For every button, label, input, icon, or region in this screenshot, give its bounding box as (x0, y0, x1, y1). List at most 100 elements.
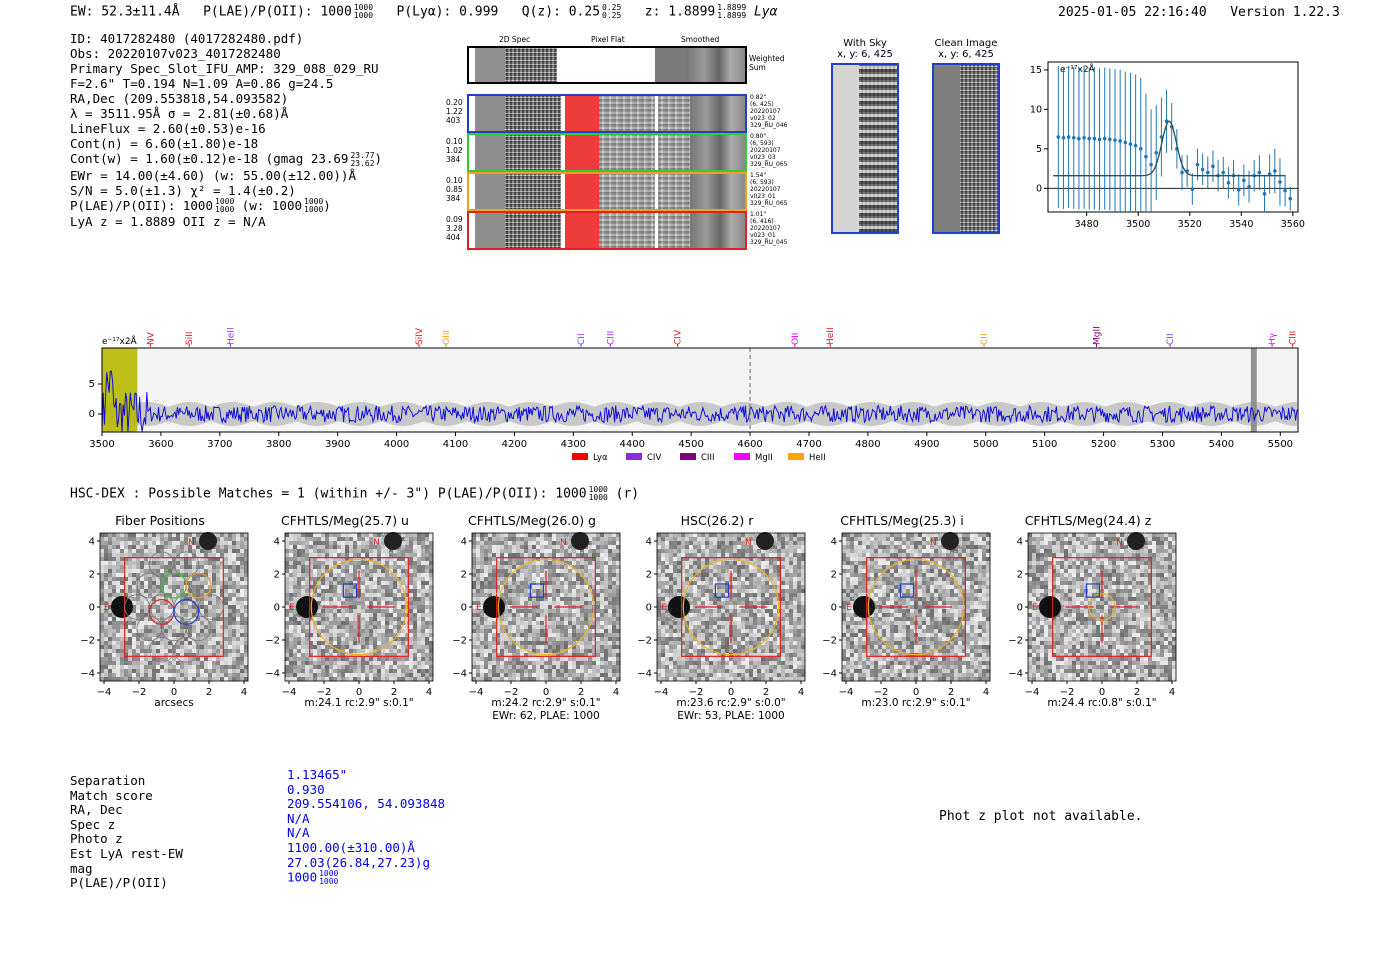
fiber-circle (173, 637, 200, 663)
cont-w: Cont(w) = 1.60(±0.12)e-18 (gmag 23.69 23.… (70, 150, 383, 168)
data-point (1195, 162, 1200, 167)
y-tick-label: 15 (1030, 65, 1042, 76)
data-point (1118, 139, 1122, 143)
match-box (1085, 583, 1101, 598)
legend-label: Lyα (593, 453, 608, 462)
x-tick-label: 4 (613, 687, 619, 698)
y-tick-label: −4 (822, 669, 837, 680)
weighted-sum-stamp (467, 46, 747, 84)
z-summary: z: 1.8899 (644, 4, 716, 20)
compass-north: N (1116, 538, 1123, 548)
match-label: P(LAE)/P(OII) (70, 875, 168, 891)
cutout-panel: HSC(26.2) r N E −4 −2 0 2 4 4 2 0 −2 −4 m:23.6 rc:2.9… (627, 508, 807, 728)
neighbor-source (941, 532, 959, 550)
match-box (899, 583, 915, 598)
x-tick-label: 4400 (620, 439, 645, 450)
plae-summary-frac: 1000 1000 (353, 3, 374, 20)
data-point (1077, 136, 1081, 141)
emission-line-label: CII (1166, 333, 1176, 345)
catalog-circle (1035, 592, 1065, 622)
data-point (1071, 135, 1076, 140)
gaussian-fit-line (1053, 120, 1286, 177)
data-point (1278, 180, 1282, 184)
cutout-title: CFHTLS/Meg(24.4) z (1024, 513, 1152, 528)
match-label: Match score (70, 787, 153, 803)
cutout-caption: arcsecs (154, 697, 194, 709)
y-tick-label: 2 (274, 570, 280, 581)
data-point (1257, 170, 1262, 175)
y-tick-label: 2 (461, 570, 467, 581)
cutout-image: N E −4 −2 0 2 4 4 2 0 −2 −4 (80, 532, 249, 698)
data-point (1108, 137, 1112, 142)
neighbor-source (571, 532, 589, 550)
y-tick-label: 0 (89, 409, 95, 420)
x-tick-label: 2 (578, 687, 584, 698)
compass-north: N (188, 538, 195, 548)
x-tick-label: −4 (1025, 687, 1040, 698)
match-value: 1100.00(±310.00)Å (287, 839, 415, 855)
cutout-caption: m:24.2 rc:2.9" s:0.1" EWr: 62, PLAE: 1000 (491, 697, 601, 722)
y-tick-label: 2 (89, 570, 95, 581)
spec-stamps: 2D Spec Pixel Flat Smoothed Weighted Sum… (440, 34, 800, 254)
imaging-cutouts: Fiber Positions N E −4 −2 0 2 4 4 2 0 −2 −4 arcsecs CF… (40, 508, 1177, 728)
x-tick-label: 4800 (855, 439, 880, 450)
fwhm-info: F=2.6" T=0.194 N=1.09 A=0.86 g=24.5 (70, 76, 334, 91)
aperture-circle (497, 558, 595, 656)
weighted-sum-label: Weighted Sum (749, 54, 785, 72)
x-tick-label: 4100 (443, 439, 468, 450)
bright-source (1039, 596, 1061, 618)
error-band (102, 402, 1297, 426)
data-point (1226, 180, 1231, 185)
x-tick-label: −4 (469, 687, 484, 698)
data-point (1200, 167, 1205, 172)
y-tick-label: 0 (831, 603, 837, 614)
x-tick-label: 5300 (1150, 439, 1175, 450)
y-tick-label: 0 (1036, 183, 1042, 194)
cutout-image: N E −4 −2 0 2 4 4 2 0 −2 −4 (265, 532, 434, 698)
compass-east: E (476, 603, 482, 613)
y-tick-label: 4 (646, 537, 652, 548)
x-tick-label: 4600 (737, 439, 762, 450)
bright-source (668, 596, 690, 618)
cutout-panel: CFHTLS/Meg(26.0) g N E −4 −2 0 2 4 4 2 0 −2 −4 m:24.2… (442, 508, 622, 728)
with-sky-title: With Sky x, y: 6, 425 (837, 38, 893, 60)
x-tick-label: −4 (839, 687, 854, 698)
x-tick-label: 3560 (1281, 219, 1305, 230)
match-value: 209.554106, 54.093848 (287, 796, 446, 812)
y-tick-label: 5 (1036, 144, 1042, 155)
x-tick-label: 2 (206, 687, 212, 698)
x-tick-label: 2 (948, 687, 954, 698)
x-tick-label: 3480 (1075, 219, 1099, 230)
data-point (1221, 170, 1226, 175)
x-tick-label: −4 (282, 687, 297, 698)
data-point (1102, 136, 1107, 141)
y-tick-label: −2 (637, 636, 652, 647)
masked-band (1250, 348, 1257, 432)
catalog-circle (292, 592, 322, 622)
x-tick-label: 3600 (148, 439, 173, 450)
match-value: 0.930 (287, 781, 325, 797)
stamp-col-pixelflat: Pixel Flat (591, 35, 625, 44)
y-tick-label: −2 (452, 636, 467, 647)
y-tick-label: −2 (265, 636, 280, 647)
clean-image (932, 63, 1000, 234)
aperture-box (866, 557, 966, 657)
legend-label: CIV (647, 453, 661, 462)
emission-line-label: Hγ (1268, 332, 1278, 345)
stamp-row-right-label: 1.54" (6, 593) 20220107 v023_01 329_RU_065 (750, 172, 788, 207)
data-point (1056, 135, 1061, 139)
stamp-row (467, 94, 747, 133)
cutout-panel: CFHTLS/Meg(25.3) i N E −4 −2 0 2 4 4 2 0 −2 −4 m:23.0… (812, 508, 992, 728)
plae-info: P(LAE)/P(OII): 1000 1000 1000 (w: 1000 1000… (70, 197, 331, 214)
aperture-box (1052, 557, 1152, 657)
emission-line-label: OIII (442, 330, 452, 345)
match-value: 1.13465" (287, 767, 348, 782)
legend-label: MgII (755, 453, 773, 462)
cutout-panel: CFHTLS/Meg(25.7) u N E −4 −2 0 2 4 4 2 0 −2 −4 m:24.1… (255, 508, 435, 728)
emission-line-label: CII (577, 333, 587, 345)
x-tick-label: 4900 (914, 439, 939, 450)
x-tick-label: 4 (983, 687, 989, 698)
compass-east: E (104, 603, 110, 613)
data-point (1144, 154, 1148, 159)
cutout-pixels (1028, 533, 1177, 682)
